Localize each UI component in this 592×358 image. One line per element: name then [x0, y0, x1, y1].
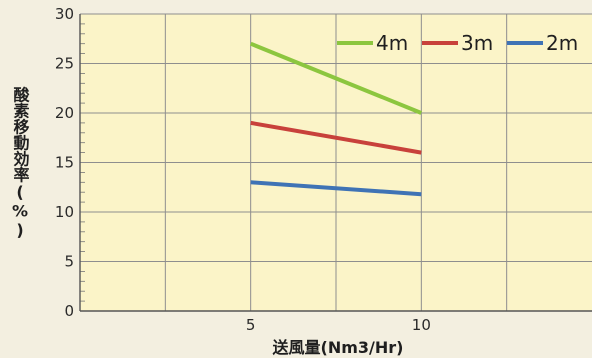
legend-label-3m: 3m — [461, 31, 493, 55]
y-tick-label: 5 — [64, 253, 74, 271]
x-axis-title: 送風量(Nm3/Hr) — [272, 338, 404, 357]
y-tick-label: 15 — [55, 154, 74, 172]
series-line-4m — [249, 41, 423, 115]
legend-label-2m: 2m — [546, 31, 578, 55]
y-tick-label: 10 — [55, 203, 74, 221]
x-tick-label: 10 — [412, 316, 431, 334]
y-tick-label: 25 — [55, 55, 74, 73]
y-axis-title: 酸素移動効率(%) — [11, 86, 30, 240]
y-tick-label: 0 — [64, 302, 74, 320]
series-line-2m — [250, 180, 422, 197]
y-tick-label: 30 — [55, 5, 74, 23]
y-tick-label: 20 — [55, 104, 74, 122]
series-line-3m — [250, 120, 422, 155]
legend-label-4m: 4m — [376, 31, 408, 55]
x-tick-label: 5 — [246, 316, 256, 334]
